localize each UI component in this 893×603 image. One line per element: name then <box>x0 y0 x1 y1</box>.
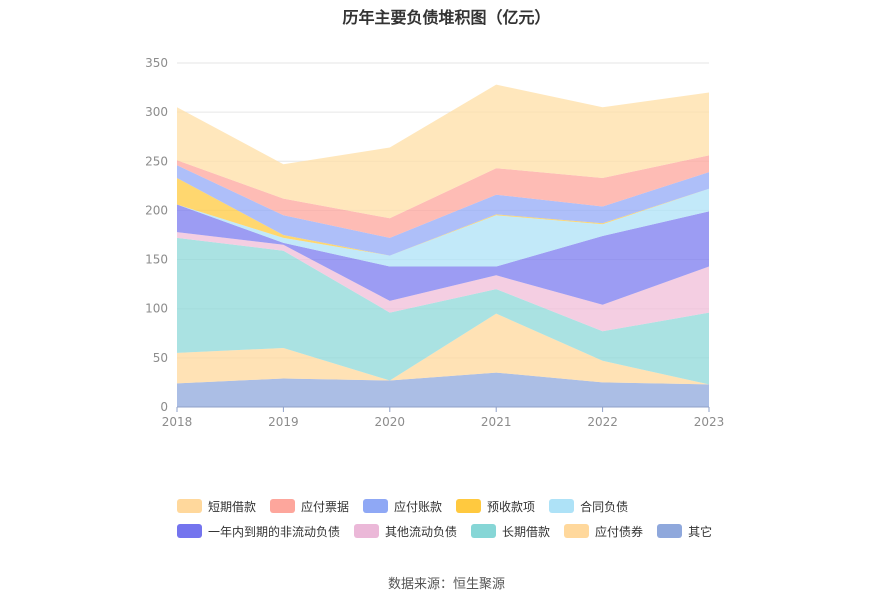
area-series-0 <box>177 372 709 407</box>
legend-item[interactable]: 其他流动负债 <box>354 523 457 540</box>
source-note: 数据来源：恒生聚源 <box>387 577 505 592</box>
y-tick-label: 250 <box>145 154 168 168</box>
legend-label: 其它 <box>688 524 713 539</box>
area-series-1 <box>177 313 709 385</box>
x-tick-label: 2022 <box>587 415 618 429</box>
legend-label: 短期借款 <box>208 499 257 514</box>
area-series-8 <box>177 155 709 238</box>
y-tick-label: 200 <box>145 203 168 217</box>
x-tick-label: 2019 <box>268 415 299 429</box>
y-tick-label: 350 <box>145 56 168 70</box>
legend-swatch <box>564 524 590 538</box>
legend-swatch <box>363 499 389 513</box>
chart-title: 历年主要负债堆积图（亿元） <box>342 8 551 27</box>
legend-label: 应付债券 <box>595 524 644 539</box>
area-series-3 <box>177 232 709 332</box>
legend-label: 其他流动负债 <box>385 524 458 539</box>
x-tick-label: 2020 <box>375 415 406 429</box>
legend-item[interactable]: 短期借款 <box>177 498 256 515</box>
legend-swatch <box>456 499 482 513</box>
legend-label: 预收款项 <box>487 499 536 514</box>
area-series-4 <box>177 204 709 305</box>
legend-swatch <box>177 524 202 538</box>
axis-layer: 0 50 100 150 200 250 300 350 2018 2019 2020 2021 202… <box>145 56 724 429</box>
legend-item[interactable]: 应付债券 <box>564 523 643 540</box>
legend-label: 合同负债 <box>580 499 629 514</box>
area-series-7 <box>177 165 709 256</box>
area-layer <box>177 84 709 407</box>
legend-row-2: 一年内到期的非流动负债 其他流动负债 长期借款 应付债券 其它 <box>177 522 726 540</box>
legend-swatch <box>549 499 575 513</box>
y-tick-label: 0 <box>160 400 168 414</box>
x-tick-label: 2018 <box>162 415 193 429</box>
legend-item[interactable]: 应付账款 <box>363 498 442 515</box>
y-tick-label: 300 <box>145 105 168 119</box>
legend-item[interactable]: 长期借款 <box>471 523 550 540</box>
legend-label: 应付账款 <box>394 499 443 514</box>
legend-label: 一年内到期的非流动负债 <box>208 524 341 539</box>
area-series-2 <box>177 237 709 385</box>
y-tick-label: 100 <box>145 302 168 316</box>
legend-item[interactable]: 预收款项 <box>456 498 535 515</box>
legend-swatch <box>657 524 683 538</box>
legend-item[interactable]: 一年内到期的非流动负债 <box>177 523 340 540</box>
legend-swatch <box>471 524 497 538</box>
area-series-9 <box>177 84 709 219</box>
x-tick-label: 2023 <box>694 415 725 429</box>
y-tick-label: 150 <box>145 253 168 267</box>
legend-item[interactable]: 其它 <box>657 523 712 540</box>
legend-label: 应付票据 <box>301 499 350 514</box>
legend-row-1: 短期借款 应付票据 应付账款 预收款项 合同负债 <box>177 497 642 515</box>
legend-item[interactable]: 应付票据 <box>270 498 349 515</box>
y-tick-label: 50 <box>153 351 168 365</box>
area-series-5 <box>177 188 709 267</box>
x-tick-label: 2021 <box>481 415 512 429</box>
legend-swatch <box>270 499 296 513</box>
legend-swatch <box>354 524 380 538</box>
legend-swatch <box>177 499 202 513</box>
legend-item[interactable]: 合同负债 <box>549 498 628 515</box>
legend-label: 长期借款 <box>502 524 551 539</box>
